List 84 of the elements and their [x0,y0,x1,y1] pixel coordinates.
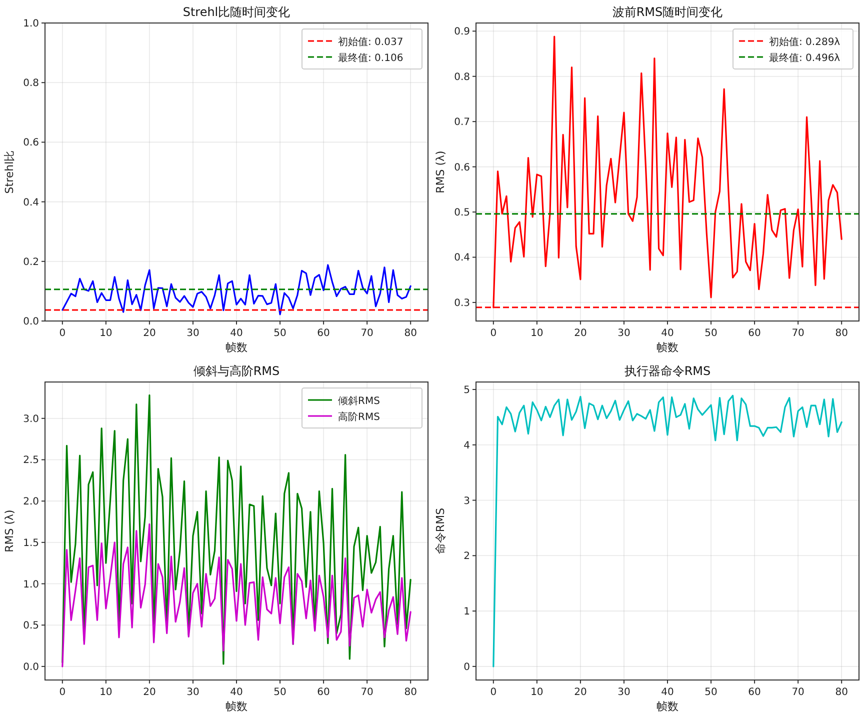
y-tick-label: 5 [464,384,470,396]
y-tick-label: 4 [464,440,470,452]
y-tick-label: 3.0 [23,414,39,425]
x-tick-label: 70 [360,328,374,339]
x-tick-label: 20 [143,328,156,339]
legend-label: 高阶RMS [338,411,380,423]
y-tick-label: 0.6 [23,138,39,149]
legend-label: 初始值: 0.289λ [769,36,840,48]
x-axis-title: 帧数 [656,700,678,713]
x-tick-label: 50 [274,328,286,339]
x-tick-label: 50 [704,687,718,698]
y-tick-label: 2.5 [23,455,39,466]
y-tick-label: 2.0 [23,496,39,508]
chart-title: 波前RMS随时间变化 [612,5,723,19]
x-tick-label: 10 [530,687,544,698]
y-tick-label: 1.0 [23,579,39,590]
x-tick-label: 30 [186,328,200,339]
x-tick-label: 70 [792,687,804,698]
legend-label: 最终值: 0.496λ [769,52,840,64]
y-tick-label: 0.8 [454,72,470,83]
x-tick-label: 70 [792,328,804,339]
y-tick-label: 0.6 [454,162,470,174]
x-tick-label: 10 [530,328,544,339]
line-series [62,264,412,316]
x-tick-label: 30 [186,687,200,698]
y-tick-label: 0.8 [23,78,39,90]
chart-title: 执行器命令RMS [624,364,711,378]
x-tick-label: 40 [230,328,243,339]
line-series [492,394,842,668]
chart-title: 倾斜与高阶RMS [193,364,280,378]
y-tick-label: 0.7 [454,117,470,128]
legend-label: 最终值: 0.106 [338,52,404,64]
y-tick-label: 0.5 [23,620,39,632]
x-tick-label: 0 [490,687,497,698]
x-tick-label: 80 [404,687,417,698]
y-axis-title: 命令RMS [434,508,447,554]
x-tick-label: 50 [274,687,286,698]
x-tick-label: 60 [317,328,330,339]
x-axis-title: 帧数 [226,700,248,713]
x-tick-label: 60 [317,687,330,698]
x-tick-label: 30 [618,687,630,698]
y-tick-label: 0.2 [23,256,39,268]
x-tick-label: 40 [230,687,243,698]
y-tick-label: 2 [464,551,470,562]
x-tick-label: 20 [574,687,587,698]
x-axis-title: 帧数 [656,341,678,354]
x-tick-label: 60 [748,687,761,698]
y-tick-label: 1.0 [23,18,39,30]
y-tick-label: 0.4 [23,197,39,208]
x-tick-label: 50 [704,328,718,339]
y-tick-label: 0.3 [454,298,470,309]
y-tick-label: 0.0 [23,316,39,328]
x-tick-label: 40 [661,328,674,339]
legend-label: 初始值: 0.037 [338,36,404,48]
x-tick-label: 0 [59,328,66,339]
y-tick-label: 1.5 [23,538,39,549]
legend-label: 倾斜RMS [338,395,380,407]
x-tick-label: 0 [490,328,497,339]
x-tick-label: 80 [404,328,417,339]
x-tick-label: 60 [748,328,761,339]
y-tick-label: 3 [464,496,470,507]
y-tick-label: 1 [464,606,470,618]
line-series [62,394,412,665]
x-tick-label: 10 [100,328,112,339]
chart-title: Strehl比随时间变化 [182,5,290,19]
y-tick-label: 0 [464,662,470,673]
x-tick-label: 20 [143,687,156,698]
x-axis-title: 帧数 [226,341,248,354]
x-tick-label: 80 [835,328,848,339]
x-tick-label: 10 [100,687,112,698]
y-axis-title: RMS (λ) [434,150,447,194]
y-axis-title: RMS (λ) [3,510,16,552]
x-tick-label: 40 [661,687,674,698]
y-tick-label: 0.9 [454,26,470,38]
y-tick-label: 0.0 [23,662,39,673]
x-tick-label: 80 [835,687,848,698]
y-axis-title: Strehl比 [3,150,16,194]
y-tick-label: 0.4 [454,252,470,264]
x-tick-label: 30 [618,328,630,339]
y-tick-label: 0.5 [454,208,470,219]
x-tick-label: 70 [360,687,374,698]
x-tick-label: 0 [59,687,66,698]
x-tick-label: 20 [574,328,587,339]
line-series [62,523,412,668]
